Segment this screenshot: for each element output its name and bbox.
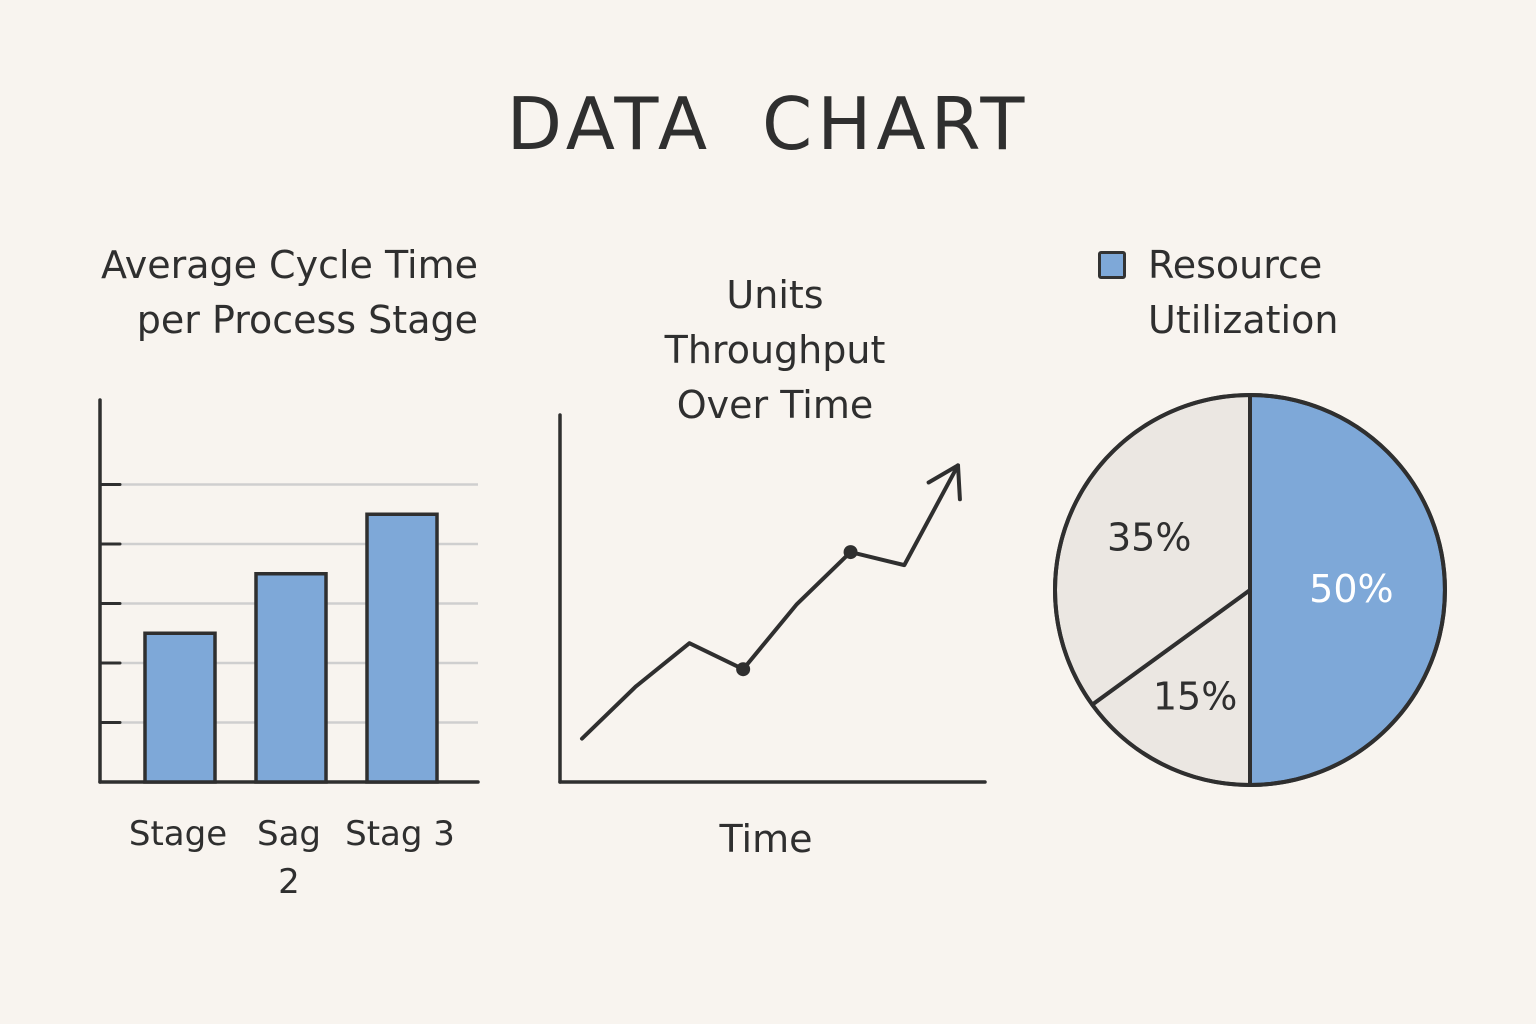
bar-category-label: Stage: [129, 814, 227, 854]
bar: [143, 631, 217, 784]
line-point: [843, 545, 858, 560]
pie-chart: 50% 15% 35%: [1053, 393, 1447, 787]
line-point: [736, 662, 751, 677]
pie-slice-label: 50%: [1309, 567, 1393, 611]
line-arrowhead: [926, 463, 962, 502]
line-chart: Time: [558, 413, 987, 861]
bar-category-label: Sag 2: [257, 814, 321, 902]
pie-slice-label: 35%: [1107, 516, 1191, 560]
legend-swatch: [1098, 251, 1126, 279]
bar: [365, 512, 439, 784]
bar-chart-title: Average Cycle Time per Process Stage: [100, 243, 478, 342]
page-title: DATA CHART: [506, 82, 1030, 166]
bar-category-label-line: 2: [278, 862, 300, 902]
bar: [254, 572, 328, 784]
bar-chart: Stage Sag 2 Stag 3: [98, 398, 480, 902]
line-chart-title: Units Throughput Over Time: [664, 273, 886, 427]
pie-outline: [1053, 393, 1447, 787]
bar-category-label-line: Sag: [257, 814, 321, 854]
legend-label: Resource Utilization: [1148, 243, 1339, 342]
line-x-axis-label: Time: [719, 817, 813, 861]
line-series: [580, 463, 960, 741]
pie-slice-label: 15%: [1153, 675, 1237, 719]
bar-category-label: Stag 3: [345, 814, 455, 854]
